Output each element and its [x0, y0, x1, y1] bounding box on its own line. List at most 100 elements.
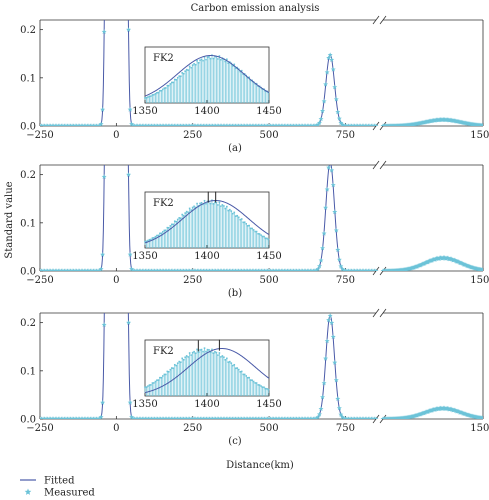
inset-point — [243, 221, 246, 224]
inset-point — [176, 76, 179, 79]
y-tick-label: 0.0 — [20, 122, 36, 133]
y-axis-label: Standard value — [4, 181, 15, 258]
inset-point — [218, 55, 221, 57]
inset-point — [242, 73, 245, 76]
inset-point — [153, 93, 155, 96]
measured-point — [329, 57, 335, 62]
inset-point — [144, 97, 146, 99]
inset-point — [202, 59, 204, 62]
inset-x-tick-label: 1400 — [194, 399, 219, 410]
inset-point — [202, 203, 204, 206]
inset-point — [237, 368, 240, 371]
measured-point — [335, 109, 341, 115]
measured-point — [122, 160, 127, 165]
measured-point — [321, 98, 327, 104]
axis-break-mark — [379, 15, 387, 25]
inset-point — [154, 235, 157, 238]
inset-point — [193, 205, 195, 208]
axis-break-mark — [372, 308, 380, 318]
measured-point — [317, 411, 322, 417]
inset-point — [258, 384, 261, 386]
x-tick-label: −250 — [26, 275, 53, 286]
inset-point — [246, 376, 249, 379]
inset-point — [205, 58, 207, 61]
measured-point — [336, 257, 342, 262]
measured-point — [339, 122, 345, 126]
measured-point — [123, 15, 128, 20]
inset-point — [226, 205, 228, 208]
measured-point — [318, 116, 324, 122]
inset-point — [221, 204, 224, 206]
measured-point — [105, 160, 110, 165]
inset-point — [151, 382, 154, 384]
fitted-line-segment-1 — [40, 165, 376, 271]
measured-point — [333, 377, 339, 383]
inset-point — [157, 379, 160, 381]
inset-point — [187, 356, 189, 358]
inset: FK2 1350 1400 1450 — [132, 339, 282, 410]
inset-point — [168, 227, 170, 229]
measured-point — [117, 160, 122, 165]
inset-point — [157, 234, 160, 237]
inset-point — [190, 354, 192, 356]
y-tick-label: 0.1 — [20, 218, 36, 229]
inset-point — [194, 352, 197, 355]
inset-point — [191, 64, 194, 66]
inset-point — [254, 230, 256, 233]
inset-point — [261, 235, 264, 238]
inset-point — [203, 347, 206, 349]
inset-point — [166, 226, 169, 229]
inset-point — [168, 84, 170, 87]
inset-point — [233, 363, 236, 366]
inset-point — [162, 375, 164, 377]
x-tick-label: −250 — [26, 130, 53, 141]
measured-point — [112, 160, 117, 165]
inset-point — [215, 351, 218, 354]
inset-point — [212, 57, 215, 60]
measured-point — [127, 106, 133, 112]
measured-point — [335, 247, 341, 252]
measured-point — [109, 308, 114, 313]
x-tick-label: 250 — [183, 423, 202, 434]
inset-x-tick-label: 1350 — [132, 251, 157, 262]
inset-x-tick-label: 1450 — [256, 399, 281, 410]
inset-point — [185, 68, 188, 71]
inset-point — [200, 201, 203, 204]
y-tick-label: 0.1 — [20, 366, 36, 377]
inset-point — [181, 72, 183, 74]
inset-point — [188, 352, 191, 354]
inset-point — [173, 78, 176, 81]
measured-point — [329, 320, 335, 325]
inset-point — [252, 229, 255, 231]
panel-label: (b) — [228, 288, 242, 299]
x-tick-label: −250 — [26, 423, 53, 434]
measured-point — [117, 15, 122, 20]
inset-point — [263, 386, 265, 389]
measured-point — [333, 227, 339, 233]
measured-point — [126, 172, 132, 177]
measured-point — [108, 160, 113, 165]
measured-point — [339, 414, 345, 419]
inset-fitted-line — [144, 347, 270, 394]
inset-point — [220, 58, 222, 61]
y-tick-label: 0.2 — [20, 170, 36, 181]
inset-point — [147, 239, 149, 242]
inset-point — [154, 380, 157, 383]
measured-point — [129, 266, 135, 271]
inset-point — [181, 213, 183, 216]
inset-point — [239, 371, 242, 373]
legend-item-fitted: Fitted — [20, 476, 75, 487]
inset-point — [205, 350, 207, 353]
inset-point — [187, 69, 189, 71]
inset-point — [212, 352, 215, 354]
x-tick-label: 0 — [113, 423, 119, 434]
inset-point — [249, 227, 252, 230]
inset-point — [148, 384, 151, 386]
inset-point — [173, 220, 176, 223]
inset-point — [217, 204, 219, 206]
inset-measured-bars — [144, 347, 270, 396]
measured-point — [101, 29, 107, 34]
measured-point — [117, 308, 122, 313]
inset-point — [144, 386, 146, 389]
